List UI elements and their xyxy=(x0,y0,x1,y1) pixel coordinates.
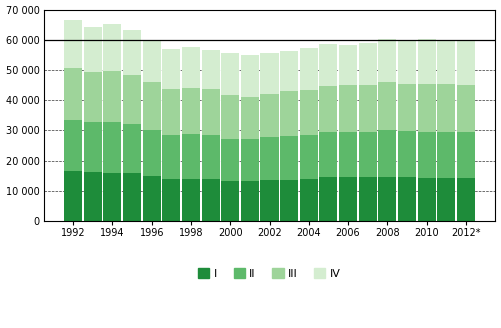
Bar xyxy=(398,41,416,84)
Bar xyxy=(103,72,121,122)
Bar xyxy=(280,136,298,179)
Bar xyxy=(300,48,318,90)
Bar xyxy=(241,181,259,221)
Bar xyxy=(84,172,102,221)
Bar xyxy=(437,41,455,84)
Bar xyxy=(457,41,475,85)
Bar xyxy=(378,39,396,82)
Bar xyxy=(241,96,259,139)
Bar xyxy=(123,75,141,124)
Bar xyxy=(320,86,338,132)
Bar xyxy=(84,122,102,172)
Bar xyxy=(143,130,161,176)
Bar xyxy=(261,137,279,180)
Bar xyxy=(417,132,436,178)
Bar xyxy=(320,44,338,86)
Bar xyxy=(339,85,357,132)
Bar xyxy=(221,181,239,221)
Bar xyxy=(280,51,298,92)
Bar xyxy=(221,53,239,95)
Bar xyxy=(378,130,396,176)
Bar xyxy=(417,178,436,221)
Bar xyxy=(182,134,200,179)
Bar xyxy=(182,179,200,221)
Bar xyxy=(143,176,161,221)
Legend: I, II, III, IV: I, II, III, IV xyxy=(194,263,345,283)
Bar xyxy=(359,85,377,132)
Bar xyxy=(162,134,180,179)
Bar xyxy=(300,135,318,179)
Bar xyxy=(241,55,259,96)
Bar xyxy=(359,43,377,85)
Bar xyxy=(457,85,475,132)
Bar xyxy=(378,82,396,130)
Bar xyxy=(359,132,377,177)
Bar xyxy=(261,180,279,221)
Bar xyxy=(182,88,200,134)
Bar xyxy=(398,177,416,221)
Bar xyxy=(162,179,180,221)
Bar xyxy=(201,89,219,134)
Bar xyxy=(437,178,455,221)
Bar xyxy=(201,179,219,221)
Bar xyxy=(378,176,396,221)
Bar xyxy=(64,68,82,120)
Bar xyxy=(143,82,161,130)
Bar xyxy=(123,173,141,221)
Bar xyxy=(300,179,318,221)
Bar xyxy=(64,20,82,68)
Bar xyxy=(457,178,475,221)
Bar xyxy=(417,84,436,132)
Bar xyxy=(300,90,318,135)
Bar xyxy=(123,124,141,173)
Bar xyxy=(339,132,357,177)
Bar xyxy=(84,72,102,122)
Bar xyxy=(437,132,455,178)
Bar xyxy=(182,47,200,88)
Bar xyxy=(339,45,357,85)
Bar xyxy=(64,120,82,171)
Bar xyxy=(339,177,357,221)
Bar xyxy=(359,177,377,221)
Bar xyxy=(64,171,82,221)
Bar xyxy=(280,179,298,221)
Bar xyxy=(221,95,239,139)
Bar xyxy=(280,92,298,136)
Bar xyxy=(457,132,475,178)
Bar xyxy=(103,173,121,221)
Bar xyxy=(320,132,338,177)
Bar xyxy=(241,139,259,181)
Bar xyxy=(398,84,416,131)
Bar xyxy=(437,84,455,132)
Bar xyxy=(143,40,161,82)
Bar xyxy=(320,177,338,221)
Bar xyxy=(201,134,219,179)
Bar xyxy=(162,49,180,89)
Bar xyxy=(417,39,436,84)
Bar xyxy=(123,30,141,75)
Bar xyxy=(103,24,121,72)
Bar xyxy=(398,131,416,177)
Bar xyxy=(162,89,180,134)
Bar xyxy=(84,27,102,72)
Bar xyxy=(261,53,279,94)
Bar xyxy=(103,122,121,173)
Bar xyxy=(201,50,219,89)
Bar xyxy=(261,94,279,137)
Bar xyxy=(221,139,239,181)
